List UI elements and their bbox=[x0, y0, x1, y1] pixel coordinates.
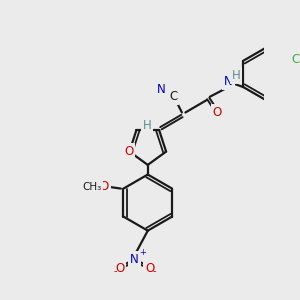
Text: methoxy: methoxy bbox=[84, 186, 91, 188]
Text: O: O bbox=[100, 180, 109, 193]
Text: N: N bbox=[224, 75, 233, 88]
Text: H: H bbox=[142, 119, 151, 132]
Text: -: - bbox=[152, 266, 156, 276]
Text: methoxy: methoxy bbox=[88, 186, 94, 187]
Text: CH₃: CH₃ bbox=[82, 182, 102, 192]
Text: O: O bbox=[124, 145, 133, 158]
Text: Cl: Cl bbox=[292, 52, 300, 65]
Text: N: N bbox=[157, 83, 165, 96]
Text: C: C bbox=[169, 90, 177, 103]
Text: H: H bbox=[232, 69, 241, 82]
Text: O: O bbox=[115, 262, 124, 275]
Text: -: - bbox=[114, 266, 117, 276]
Text: O: O bbox=[145, 262, 154, 275]
Text: O: O bbox=[212, 106, 222, 119]
Text: +: + bbox=[139, 248, 146, 257]
Text: N: N bbox=[130, 253, 139, 266]
